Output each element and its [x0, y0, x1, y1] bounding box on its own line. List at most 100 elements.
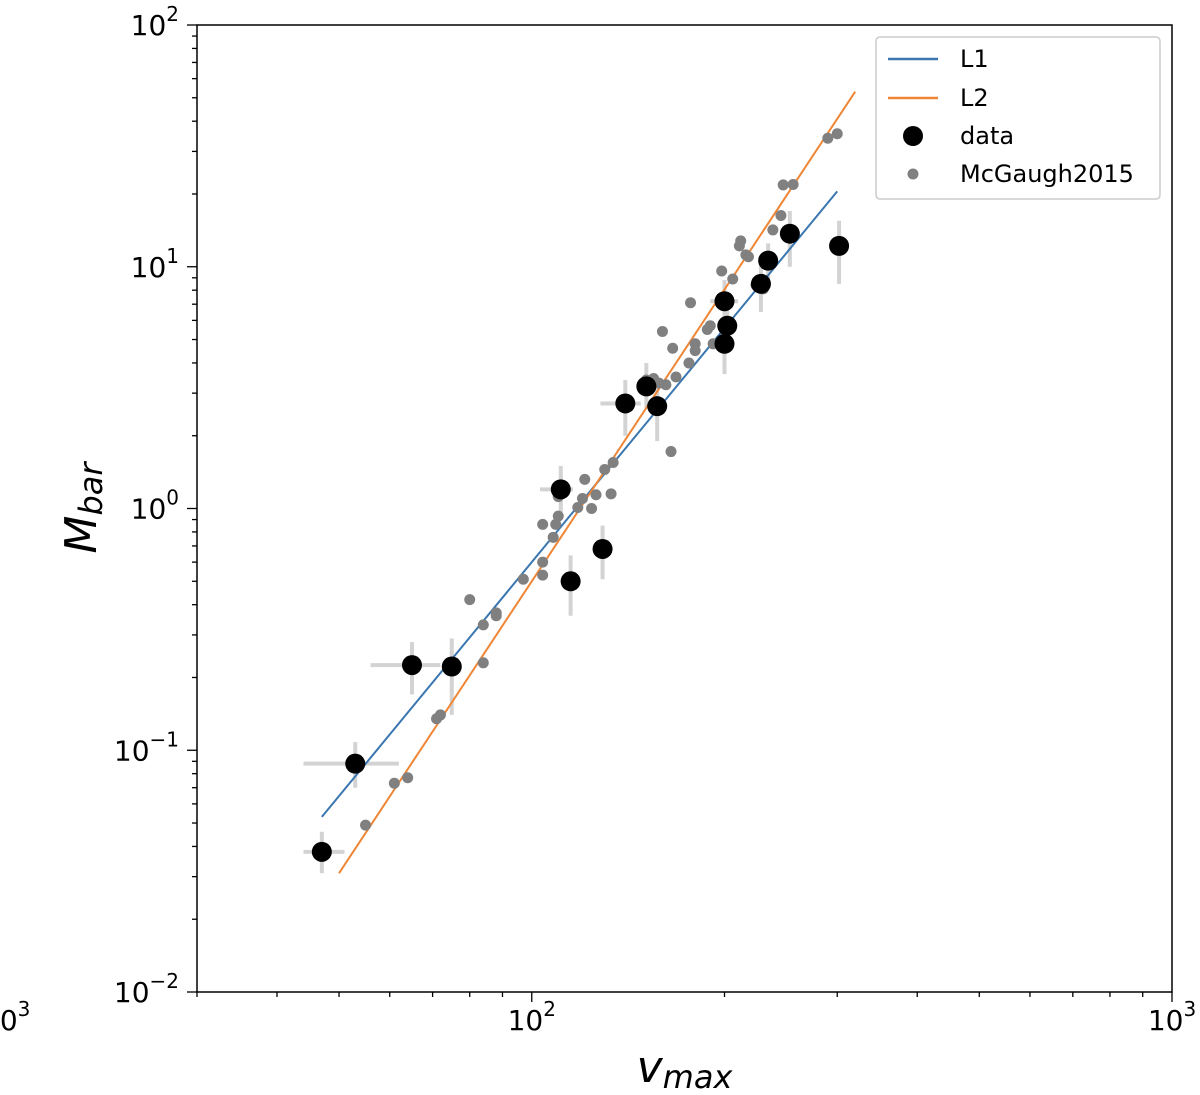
y-tick-label: 101 [131, 244, 179, 284]
x-axis-label-sub: max [663, 1058, 734, 1095]
y-axis-label: Mbar [56, 461, 110, 554]
tick-base: 10 [1148, 1004, 1184, 1037]
mcgaugh2015-point [537, 569, 549, 581]
mcgaugh2015-point [822, 132, 834, 144]
data-point [441, 656, 462, 677]
mcgaugh2015-point [599, 463, 611, 475]
mcgaugh2015-point [742, 251, 754, 263]
data-point [714, 291, 735, 312]
mcgaugh2015-point [716, 265, 728, 277]
mcgaugh2015-point [777, 179, 789, 191]
data-point [592, 538, 613, 559]
legend-swatch-mcgaugh2015 [907, 168, 919, 180]
mcgaugh2015-point [388, 777, 400, 789]
mcgaugh2015-point [552, 510, 564, 522]
y-tick-label: 10−2 [114, 969, 179, 1009]
mcgaugh2015-point [607, 456, 619, 468]
data-point [714, 333, 735, 354]
mcgaugh2015-points [360, 128, 843, 831]
x-axis-label: vmax [637, 1042, 734, 1095]
y-axis-label-sub: bar [72, 461, 110, 516]
mcgaugh2015-point [685, 297, 697, 309]
y-tick-label: 100 [131, 486, 179, 526]
mcgaugh2015-point [477, 619, 489, 631]
mcgaugh2015-point [704, 320, 716, 332]
data-point [401, 655, 422, 676]
data-point [829, 235, 850, 256]
mcgaugh2015-point [572, 501, 584, 513]
mcgaugh2015-point [402, 772, 414, 784]
mcgaugh2015-point [586, 503, 598, 514]
mcgaugh2015-point [683, 357, 695, 369]
mcgaugh2015-point [660, 379, 672, 391]
tick-exponent: 3 [18, 997, 31, 1021]
mcgaugh2015-point [767, 224, 779, 236]
mcgaugh2015-point [477, 657, 489, 669]
mcgaugh2015-point [537, 518, 549, 530]
legend-label: data [960, 122, 1014, 150]
mcgaugh2015-point [787, 178, 799, 190]
data-point [647, 396, 668, 417]
data-point [550, 479, 571, 500]
data-point [636, 376, 657, 397]
axes-frame [196, 24, 1173, 993]
mcgaugh2015-point [360, 819, 372, 831]
mcgaugh2015-point [775, 209, 787, 221]
data-point [560, 571, 581, 592]
legend-label: McGaugh2015 [960, 160, 1134, 188]
legend: L1 L2 data McGaugh2015 [875, 36, 1161, 200]
mcgaugh2015-point [689, 338, 701, 350]
mcgaugh2015-point [464, 594, 476, 606]
mcgaugh2015-point [537, 556, 549, 568]
mcgaugh2015-point [665, 446, 677, 458]
x-tick-label: 102 [508, 997, 556, 1037]
tick-exponent: 1 [166, 244, 179, 268]
tick-base: 10 [131, 251, 167, 284]
x-axis-label-main: v [637, 1042, 664, 1093]
mcgaugh2015-point [656, 325, 668, 337]
legend-label: L1 [960, 45, 989, 73]
mcgaugh2015-point [831, 128, 843, 140]
tick-exponent: 2 [543, 997, 556, 1021]
mcgaugh2015-point [670, 371, 682, 383]
tick-base: 10 [508, 1004, 544, 1037]
x-tick-label-offscreen: 103 [0, 997, 30, 1037]
x-tick-label: 103 [1148, 997, 1196, 1037]
mcgaugh2015-point [547, 531, 559, 543]
tick-base: 10 [131, 9, 167, 42]
tick-exponent: 3 [1183, 997, 1196, 1021]
data-point [717, 315, 738, 336]
tick-exponent: −1 [150, 727, 179, 751]
legend-swatch-data [903, 126, 923, 146]
mcgaugh2015-point [490, 607, 502, 619]
mcgaugh2015-point [434, 709, 446, 721]
tick-base: 10 [114, 976, 150, 1009]
legend-label: L2 [960, 84, 989, 112]
mcgaugh2015-point [579, 473, 591, 485]
y-tick-label: 102 [131, 2, 179, 42]
mcgaugh2015-point [667, 342, 679, 354]
y-axis-label-main: M [56, 516, 107, 554]
mcgaugh2015-point [727, 273, 739, 285]
tick-base: 10 [0, 1004, 18, 1037]
data-points [311, 223, 850, 862]
data-point [311, 841, 332, 862]
mcgaugh2015-point [517, 573, 529, 585]
tick-exponent: 2 [166, 2, 179, 26]
data-point [345, 753, 366, 774]
y-tick-label: 10−1 [114, 727, 179, 767]
tick-base: 10 [131, 493, 167, 526]
data-point [615, 393, 636, 414]
legend-box [875, 36, 1161, 200]
mcgaugh2015-point [605, 488, 617, 500]
mcgaugh2015-point [576, 492, 588, 504]
tick-exponent: 0 [166, 486, 179, 510]
tick-base: 10 [114, 734, 150, 767]
tick-exponent: −2 [150, 969, 179, 993]
data-point [779, 223, 800, 244]
mcgaugh2015-point [735, 235, 747, 247]
fit-line-l2 [338, 91, 857, 874]
data-point [758, 250, 779, 271]
